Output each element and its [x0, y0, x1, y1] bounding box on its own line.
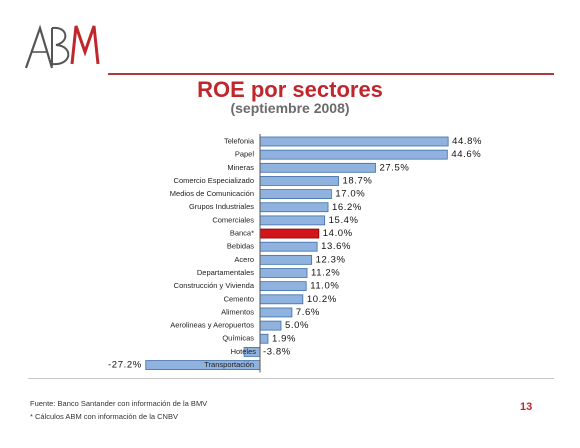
value-label-13: 7.6%	[296, 307, 320, 318]
category-label-7: Banca*	[230, 229, 254, 238]
category-label-12: Cemento	[224, 294, 254, 303]
value-label-11: 11.0%	[310, 281, 339, 292]
value-label-2: 27.5%	[380, 162, 410, 173]
category-label-6: Comerciales	[212, 215, 254, 224]
category-label-15: Químicas	[222, 334, 254, 343]
category-label-16: Hoteles	[231, 347, 257, 356]
bar-3	[259, 176, 339, 186]
bar-4	[259, 189, 332, 200]
category-label-9: Acero	[234, 255, 254, 264]
category-label-10: Departamentales	[197, 268, 254, 277]
value-label-6: 15.4%	[329, 215, 359, 226]
value-label-7: 14.0%	[323, 228, 353, 239]
bar-10	[259, 268, 308, 278]
value-label-1: 44.6%	[451, 149, 481, 160]
category-label-3: Comercio Especializado	[174, 176, 254, 185]
category-label-4: Medios de Comunicación	[170, 189, 254, 198]
bar-8	[259, 241, 318, 252]
value-label-4: 17.0%	[335, 189, 365, 200]
value-label-0: 44.8%	[452, 136, 482, 147]
value-label-17: -27.2%	[108, 360, 142, 371]
bar-7	[259, 228, 320, 239]
chart-subtitle: (septiembre 2008)	[230, 100, 350, 116]
bar-14	[259, 320, 282, 331]
source-note: Fuente: Banco Santander con información …	[30, 399, 208, 408]
value-label-16: -3.8%	[263, 346, 291, 357]
page-number: 13	[520, 401, 533, 413]
category-label-0: Telefonia	[224, 136, 255, 145]
bar-12	[259, 294, 304, 305]
bar-5	[259, 202, 329, 213]
category-label-8: Bebidas	[227, 242, 254, 251]
category-label-2: Mineras	[227, 163, 254, 172]
bar-15	[259, 333, 269, 344]
chart-title: ROE por sectores	[197, 77, 383, 102]
bar-2	[259, 162, 376, 173]
category-label-1: Papel	[235, 150, 255, 159]
bar-11	[259, 281, 307, 292]
category-label-11: Construcción y Vivienda	[174, 281, 255, 290]
header-divider	[108, 73, 554, 75]
bar-13	[259, 307, 293, 318]
bar-0	[259, 136, 449, 147]
footer-divider	[28, 378, 554, 379]
category-label-5: Grupos Industriales	[189, 202, 254, 211]
category-label-13: Alimentos	[221, 307, 254, 316]
category-label-17: Transportación	[204, 360, 254, 369]
value-label-8: 13.6%	[321, 241, 351, 252]
roe-bar-chart: Telefonia 44.8% Papel 44.6% Mineras 27.5% Come…	[108, 134, 482, 373]
value-label-9: 12.3%	[316, 254, 346, 265]
value-label-5: 16.2%	[332, 202, 362, 213]
bar-6	[259, 215, 326, 226]
value-label-14: 5.0%	[285, 320, 309, 331]
value-label-3: 18.7%	[343, 175, 373, 186]
abm-logo	[24, 24, 100, 69]
value-label-10: 11.2%	[311, 268, 340, 279]
abm-footnote: * Cálculos ABM con información de la CNB…	[30, 412, 178, 421]
bar-1	[259, 149, 448, 160]
category-label-14: Aerolineas y Aeropuertos	[170, 321, 254, 330]
bar-9	[259, 254, 313, 265]
value-label-12: 10.2%	[307, 294, 337, 305]
value-label-15: 1.9%	[272, 333, 296, 344]
